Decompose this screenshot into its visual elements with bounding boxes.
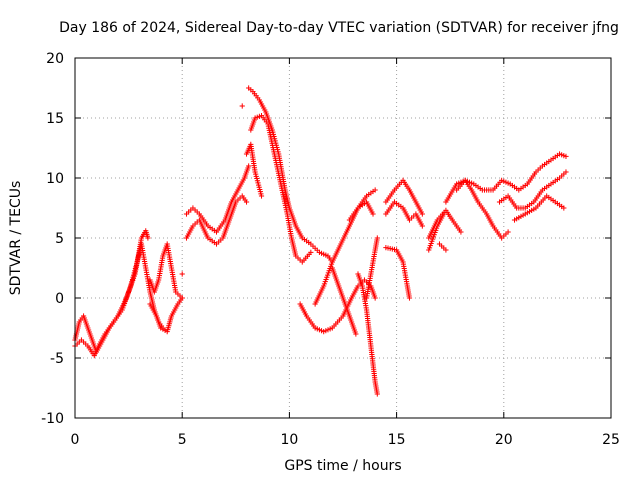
data-point: [145, 235, 151, 241]
data-point: [505, 229, 511, 235]
x-tick-label: 5: [178, 432, 187, 448]
series-arc: [329, 265, 359, 337]
y-tick-label: 20: [46, 51, 64, 67]
data-point: [308, 249, 314, 255]
data-point: [258, 193, 265, 199]
series-arc: [511, 193, 567, 223]
series-arc: [246, 85, 335, 265]
y-tick-label: 5: [55, 231, 64, 247]
data-point: [372, 295, 378, 301]
data-point: [353, 331, 359, 337]
data-point: [563, 169, 569, 175]
data-point: [561, 205, 567, 211]
series-arc: [496, 169, 569, 211]
data-point: [243, 199, 250, 205]
axis-ticks: [74, 57, 612, 419]
series-arc: [426, 211, 447, 253]
data-point: [179, 295, 185, 301]
x-tick-labels: 0 5 10 15 20 25: [71, 432, 620, 448]
series-arc: [239, 103, 245, 109]
series-arc: [183, 193, 250, 247]
data-point: [441, 211, 447, 217]
y-tick-label: 0: [55, 291, 64, 307]
series-arc: [355, 271, 380, 397]
y-tick-labels: -10 -5 0 5 10 15 20: [41, 51, 64, 427]
series-arc: [383, 177, 425, 217]
series-arc: [183, 163, 252, 235]
x-tick-label: 20: [495, 432, 513, 448]
chart-title: Day 186 of 2024, Sidereal Day-to-day VTE…: [59, 20, 619, 36]
series-arc: [436, 241, 449, 253]
series-arc: [383, 245, 413, 301]
data-point: [458, 229, 464, 235]
series-arc: [363, 235, 380, 301]
data-point: [406, 295, 413, 301]
series-arc: [383, 199, 425, 229]
data-point: [374, 391, 380, 397]
series-arc: [243, 141, 265, 199]
x-tick-label: 0: [71, 432, 80, 448]
y-axis-label: SDTVAR / TECUs: [8, 181, 24, 296]
data-point: [419, 211, 425, 217]
y-tick-label: -5: [50, 351, 64, 367]
x-tick-label: 15: [388, 432, 406, 448]
data-points: [72, 85, 569, 397]
data-point: [419, 223, 425, 229]
data-point: [374, 235, 380, 241]
series-arc: [147, 295, 185, 335]
y-tick-label: 15: [46, 111, 64, 127]
series-arc: [179, 271, 185, 277]
data-point: [372, 187, 378, 193]
x-tick-label: 25: [602, 432, 620, 448]
x-axis-label: GPS time / hours: [284, 458, 401, 474]
series-arc: [72, 228, 151, 355]
y-tick-label: -10: [41, 411, 64, 427]
series-arc: [443, 177, 511, 241]
data-point: [443, 247, 449, 253]
y-tick-label: 10: [46, 171, 64, 187]
data-point: [563, 153, 569, 159]
series-arc: [454, 151, 569, 193]
data-point: [179, 271, 185, 277]
series-arc: [147, 241, 185, 301]
data-point: [239, 103, 245, 109]
series-arc: [248, 113, 314, 265]
series-arc: [426, 207, 464, 241]
data-point: [246, 163, 252, 169]
series-arc: [346, 199, 376, 223]
series-arc: [72, 241, 166, 359]
data-point: [370, 211, 376, 217]
x-tick-label: 10: [280, 432, 298, 448]
